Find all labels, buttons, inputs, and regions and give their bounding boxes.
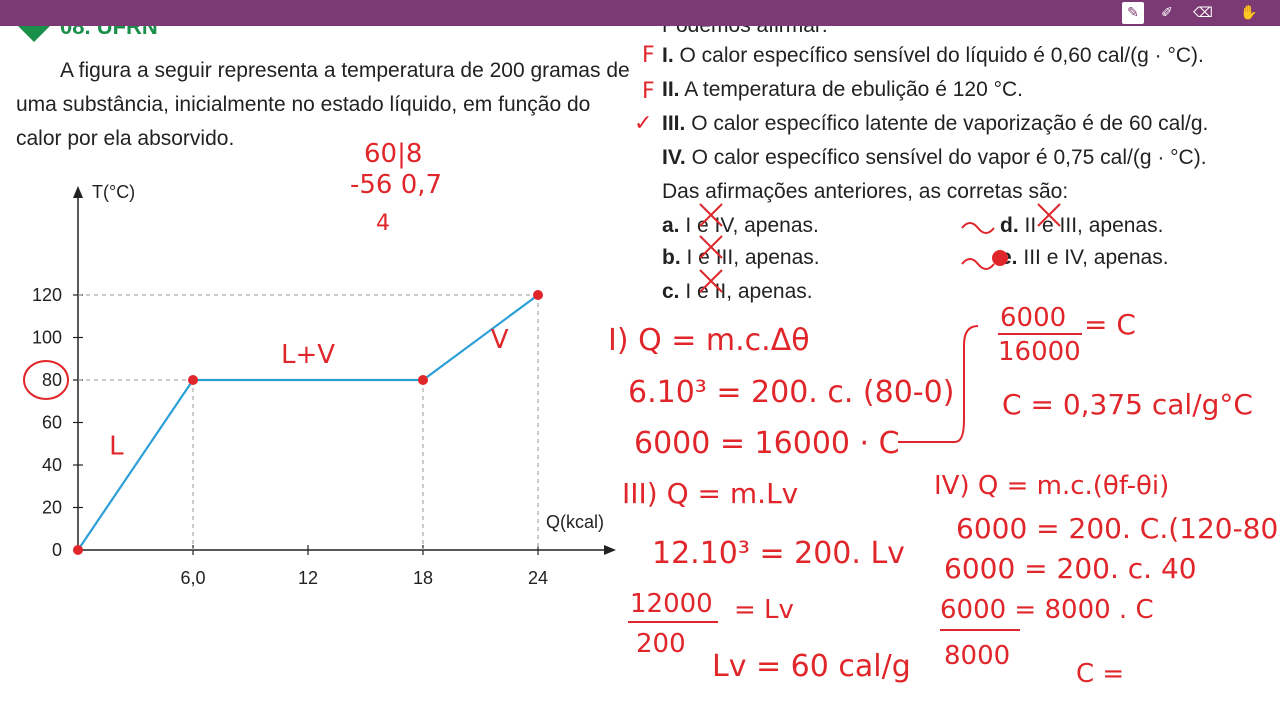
data-point bbox=[73, 545, 83, 555]
work-III-answer: Lv = 60 cal/g bbox=[712, 649, 911, 684]
work-IV-line-2: 6000 = 200. C.(120-80) bbox=[956, 512, 1280, 545]
y-tick-label: 40 bbox=[42, 455, 62, 475]
work-I-line-3: 6000 = 16000 · C bbox=[634, 426, 900, 461]
data-point bbox=[533, 290, 543, 300]
division-work-2: -56 0,7 bbox=[350, 170, 442, 200]
work-IV-line-4: 6000 = 8000 . C bbox=[940, 595, 1154, 625]
title-marker-icon bbox=[18, 26, 50, 42]
option-d[interactable]: d. II e III, apenas. bbox=[1000, 214, 1164, 237]
work-I-answer: C = 0,375 cal/g°C bbox=[1002, 388, 1253, 421]
region-label: L bbox=[109, 431, 124, 461]
temperature-chart: T(°C) Q(kcal) 0 20 40 60 80 100 120 6,0 12 18 24 L L+V… bbox=[23, 182, 616, 588]
strike-mark-icon bbox=[699, 269, 723, 293]
work-III-fraction-den: 200 bbox=[636, 629, 686, 659]
statement-1: I. O calor específico sensível do líquid… bbox=[662, 44, 1204, 67]
y-tick-label: 100 bbox=[32, 328, 62, 348]
x-axis-label: Q(kcal) bbox=[546, 512, 604, 532]
option-c[interactable]: c. I e II, apenas. bbox=[662, 280, 813, 303]
region-label: V bbox=[491, 325, 509, 355]
x-tick-label: 18 bbox=[413, 568, 433, 588]
document-page: 08. UFRN A figura a seguir representa a … bbox=[0, 26, 1280, 720]
x-tick-label: 24 bbox=[528, 568, 548, 588]
pen-icon[interactable]: ✎ bbox=[1122, 2, 1144, 24]
region-label: L+V bbox=[281, 340, 335, 370]
y-tick-label: 0 bbox=[52, 540, 62, 560]
annotation-toolbar: ✎ ✐ ⌫ ✋ bbox=[0, 0, 1280, 26]
division-work-1: 60|8 bbox=[364, 139, 422, 169]
series-line bbox=[77, 294, 539, 551]
x-axis-arrow-icon bbox=[604, 545, 616, 555]
option-b[interactable]: b. I e III, apenas. bbox=[662, 246, 820, 269]
data-point bbox=[188, 375, 198, 385]
question-title: 08. UFRN bbox=[60, 26, 158, 39]
work-I-result: = C bbox=[1084, 308, 1136, 341]
work-I-line-1: I) Q = m.c.Δθ bbox=[608, 323, 810, 358]
eraser-icon[interactable]: ⌫ bbox=[1193, 5, 1213, 21]
options-prompt: Das afirmações anteriores, as corretas s… bbox=[662, 180, 1069, 203]
circle-80-mark bbox=[23, 360, 69, 400]
squiggle-mark bbox=[961, 258, 995, 270]
y-tick-label: 120 bbox=[32, 285, 62, 305]
work-III-fraction-num: 12000 bbox=[630, 589, 713, 619]
y-axis-arrow-icon bbox=[73, 186, 83, 198]
arrow-connector bbox=[898, 325, 979, 443]
hand-icon[interactable]: ✋ bbox=[1240, 5, 1258, 21]
work-I-fraction-den: 16000 bbox=[998, 337, 1081, 367]
y-tick-label: 80 bbox=[42, 370, 62, 390]
statements-lead: Podemos afirmar: bbox=[662, 26, 828, 38]
work-III-line-2: 12.10³ = 200. Lv bbox=[652, 536, 905, 571]
work-IV-answer: C = bbox=[1076, 659, 1124, 689]
strike-mark-icon bbox=[1037, 203, 1061, 227]
check-mark-icon: ✓ bbox=[634, 111, 652, 136]
y-axis-label: T(°C) bbox=[92, 182, 135, 202]
statement-2: II. A temperatura de ebulição é 120 °C. bbox=[662, 78, 1023, 101]
x-tick-label: 6,0 bbox=[180, 568, 205, 588]
x-tick-label: 12 bbox=[298, 568, 318, 588]
highlighter-icon[interactable]: ✐ bbox=[1161, 5, 1173, 21]
division-work-3: 4 bbox=[376, 211, 390, 236]
mark-false-2: F bbox=[642, 79, 655, 104]
mark-false-1: F bbox=[642, 43, 655, 68]
squiggle-mark bbox=[961, 222, 995, 234]
y-tick-label: 60 bbox=[42, 413, 62, 433]
work-IV-line-1: IV) Q = m.c.(θf-θi) bbox=[934, 471, 1169, 501]
work-IV-line-3: 6000 = 200. c. 40 bbox=[944, 552, 1197, 585]
work-III-result: = Lv bbox=[734, 595, 794, 625]
strike-mark-icon bbox=[699, 203, 723, 227]
work-I-fraction-num: 6000 bbox=[1000, 303, 1066, 333]
strike-mark-icon bbox=[699, 235, 723, 259]
statement-3: III. O calor específico latente de vapor… bbox=[662, 112, 1209, 135]
option-a[interactable]: a. I e IV, apenas. bbox=[662, 214, 819, 237]
work-I-line-2: 6.10³ = 200. c. (80-0) bbox=[628, 375, 954, 410]
selected-answer-dot bbox=[992, 250, 1008, 266]
statement-4: IV. O calor específico sensível do vapor… bbox=[662, 146, 1207, 169]
data-point bbox=[418, 375, 428, 385]
work-IV-fraction-den: 8000 bbox=[944, 641, 1010, 671]
question-intro: A figura a seguir representa a temperatu… bbox=[16, 59, 630, 150]
work-III-line-1: III) Q = m.Lv bbox=[622, 477, 798, 510]
handwriting-layer: FF ✓ 60|8-56 0,7 4 I) Q = m.c.Δθ 6.10³ = 200.… bbox=[350, 43, 1280, 689]
y-tick-label: 20 bbox=[42, 498, 62, 518]
